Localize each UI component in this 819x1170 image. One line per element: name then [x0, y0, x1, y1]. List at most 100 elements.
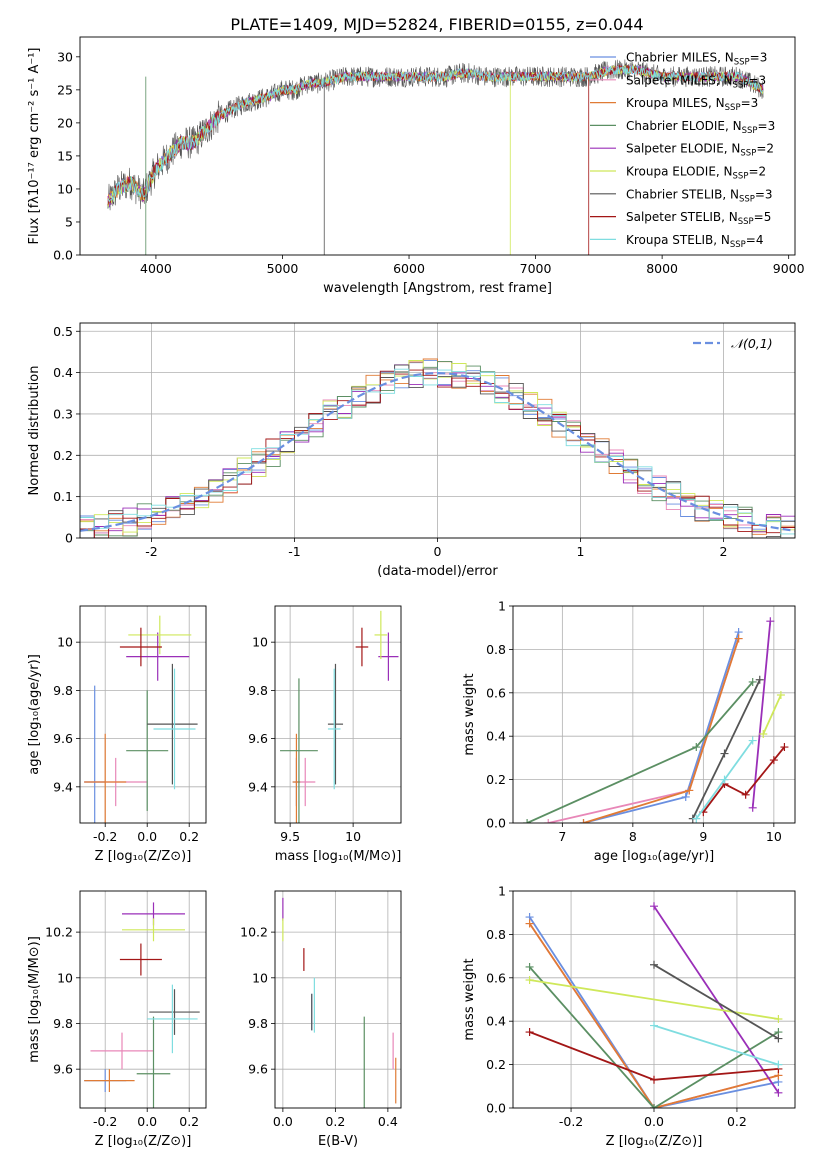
y-tick-label: 9.6 [248, 731, 268, 746]
axes-frame [274, 605, 402, 824]
y-tick-label: 10 [252, 970, 268, 985]
data-point-chabrier-stelib [149, 989, 200, 1035]
y-tick-label: 0.1 [53, 489, 73, 504]
y-tick-label: 1 [498, 884, 506, 899]
axes-frame [79, 605, 207, 824]
y-tick-label: 10.2 [45, 925, 73, 940]
data-point-salpeter-stelib [119, 943, 162, 976]
y-tick-label: 9.4 [248, 779, 268, 794]
point-marker [692, 743, 701, 752]
series-chabrier-miles [528, 916, 779, 1108]
point-marker [650, 960, 658, 969]
point-marker [734, 634, 743, 643]
y-tick-label: 9.6 [53, 731, 73, 746]
point-marker [769, 756, 778, 765]
y-tick-label: 10 [57, 181, 73, 196]
y-tick-label: 15 [57, 148, 73, 163]
x-tick-label: 9 [699, 829, 707, 844]
weight_vs_age-plot-area [523, 617, 789, 823]
y-tick-label: 9.8 [53, 683, 73, 698]
point-marker [525, 919, 534, 928]
x-tick-label: 0.0 [137, 829, 157, 844]
point-marker [780, 743, 789, 752]
point-marker [776, 690, 785, 699]
y-axis-label: Flux [fλ10⁻¹⁷ erg cm⁻² s⁻¹ A⁻¹] [27, 48, 42, 245]
x-tick-label: 0.0 [137, 1114, 157, 1129]
x-tick-label: 0.0 [273, 1114, 293, 1129]
y-tick-label: 0 [65, 531, 73, 546]
y-tick-label: 0.5 [53, 324, 73, 339]
y-axis-label: age [log₁₀(age/yr)] [27, 654, 42, 775]
x-tick-label: 10 [766, 829, 782, 844]
y-tick-label: 9.8 [248, 683, 268, 698]
y-tick-label: 9.8 [53, 1016, 73, 1031]
weight_vs_age-axes: 7 8 9 10 0.0 0.2 0.4 0.6 0.8 1 age [log₁₀(age/yr)]… [462, 599, 796, 864]
x-axis-label: Z [log₁₀(Z/Z⊙)] [95, 1134, 192, 1149]
age_vs_Z-axes: -0.2 0.0 0.2 9.4 9.6 9.8 10 Z [log₁₀(Z/Z⊙)] age … [27, 605, 207, 864]
point-marker [650, 1104, 658, 1108]
x-tick-label: 0.2 [179, 829, 199, 844]
y-tick-label: 0.8 [486, 927, 506, 942]
point-marker [650, 1021, 658, 1030]
y-tick-label: 0.4 [486, 1014, 506, 1029]
data-point-kroupa-elodie [128, 615, 192, 655]
point-marker [748, 736, 757, 745]
x-tick-label: 7 [558, 829, 566, 844]
x-tick-label: 1 [577, 544, 585, 559]
axes-frame [512, 890, 796, 1109]
y-tick-label: 1 [498, 599, 506, 614]
series-chabrier-elodie [528, 966, 779, 1108]
data-point-chabrier-stelib [147, 663, 198, 785]
y-axis-label: Normed distribution [27, 366, 42, 496]
axes-frame [512, 605, 796, 824]
data-point-salpeter-stelib [355, 627, 369, 667]
axes-frame [274, 890, 402, 1109]
y-tick-label: 20 [57, 115, 73, 130]
point-marker [774, 1060, 783, 1069]
y-tick-label: 0.0 [486, 1101, 506, 1116]
point-marker [681, 792, 690, 801]
x-tick-label: 2 [720, 544, 728, 559]
series-salpeter-elodie [653, 905, 780, 1094]
data-point-chabrier-elodie [136, 1016, 171, 1108]
legend-label: Salpeter STELIB, NSSP=5 [626, 210, 771, 227]
data-point-salpeter-elodie [126, 632, 190, 681]
y-tick-label: 0.3 [53, 406, 73, 421]
x-tick-label: 0 [434, 544, 442, 559]
y-tick-label: 0.0 [53, 248, 73, 263]
y-tick-label: 0.6 [486, 685, 506, 700]
residuals-axes: -2 -1 0 1 2 0 0.1 0.2 0.3 0.4 0.5 (data-model)/erro… [27, 322, 796, 579]
y-tick-label: 30 [57, 49, 73, 64]
x-tick-label: 0.2 [325, 1114, 345, 1129]
legend-label: Salpeter MILES, NSSP=3 [626, 73, 766, 90]
point-marker [755, 675, 764, 684]
x-tick-label: 0.0 [644, 1114, 664, 1129]
weight_vs_Z-axes: -0.2 0.0 0.2 0.0 0.2 0.4 0.6 0.8 1 Z [log₁₀(Z/Z⊙)… [462, 884, 796, 1149]
x-tick-label: 8 [629, 829, 637, 844]
legend-label: Chabrier ELODIE, NSSP=3 [626, 119, 775, 136]
x-axis-label: Z [log₁₀(Z/Z⊙)] [95, 849, 192, 864]
x-tick-label: 0.4 [378, 1114, 398, 1129]
data-point-chabrier-stelib [327, 663, 344, 785]
x-axis-label: wavelength [Angstrom, rest frame] [323, 281, 552, 296]
point-marker [579, 819, 588, 823]
point-marker [741, 790, 750, 799]
point-marker [774, 1015, 783, 1024]
y-tick-label: 0.2 [53, 448, 73, 463]
point-marker [766, 617, 775, 626]
age_vs_mass-axes: 9.5 10 9.4 9.6 9.8 10 mass [log₁₀(M/M⊙)] [248, 605, 402, 864]
series-chabrier-stelib [653, 964, 779, 1040]
axes-frame [79, 36, 796, 256]
point-marker [748, 803, 757, 812]
y-tick-label: 10.2 [240, 925, 268, 940]
point-marker [720, 775, 729, 784]
point-marker [692, 814, 701, 823]
data-point-kroupa-elodie [122, 918, 185, 942]
data-point-kroupa-stelib [147, 984, 198, 1054]
x-tick-label: 6000 [393, 261, 425, 276]
y-tick-label: 0.4 [486, 729, 506, 744]
x-tick-label: 10 [345, 829, 361, 844]
spectrum-axes: 4000 5000 6000 7000 8000 9000 0.0 5 10 15 20 25 30 wa… [27, 36, 805, 296]
y-tick-label: 10 [57, 970, 73, 985]
legend-label: Chabrier MILES, NSSP=3 [626, 51, 767, 68]
